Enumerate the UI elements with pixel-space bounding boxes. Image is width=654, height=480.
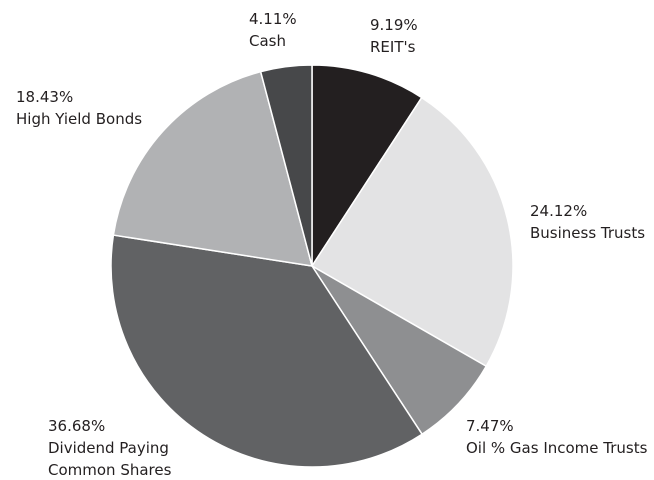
slice-percent: 18.43%	[16, 88, 73, 106]
labels-layer: 9.19% REIT's 24.12% Business Trusts 7.47% Oil…	[16, 10, 648, 479]
slices-layer	[110, 64, 514, 468]
slice-label-reit-s: 9.19% REIT's	[370, 16, 418, 56]
slice-category-label: Common Shares	[48, 461, 172, 479]
slice-label-dividend-paying-common-shares: 36.68% Dividend Paying Common Shares	[48, 417, 172, 479]
pie-slice-reit-s	[311, 64, 423, 269]
slice-percent: 7.47%	[466, 417, 514, 435]
pie-slice-dividend-paying-common-shares	[110, 234, 424, 468]
slice-percent: 24.12%	[530, 202, 587, 220]
slice-category-label: Oil % Gas Income Trusts	[466, 439, 648, 457]
slice-category-label: Cash	[249, 32, 286, 50]
slice-label-high-yield-bonds: 18.43% High Yield Bonds	[16, 88, 142, 128]
slice-percent: 4.11%	[249, 10, 297, 28]
slice-label-business-trusts: 24.12% Business Trusts	[530, 202, 645, 242]
slice-category-label: REIT's	[370, 38, 416, 56]
slice-label-oil-gas-income-trusts: 7.47% Oil % Gas Income Trusts	[466, 417, 648, 457]
slice-percent: 36.68%	[48, 417, 105, 435]
pie-slice-high-yield-bonds	[112, 70, 314, 267]
slice-percent: 9.19%	[370, 16, 418, 34]
pie-slice-business-trusts	[310, 96, 514, 368]
pie-slice-cash	[259, 64, 313, 267]
slice-category-label: Business Trusts	[530, 224, 645, 242]
slice-category-label: High Yield Bonds	[16, 110, 142, 128]
slice-category-label: Dividend Paying	[48, 439, 169, 457]
slice-label-cash: 4.11% Cash	[249, 10, 297, 50]
